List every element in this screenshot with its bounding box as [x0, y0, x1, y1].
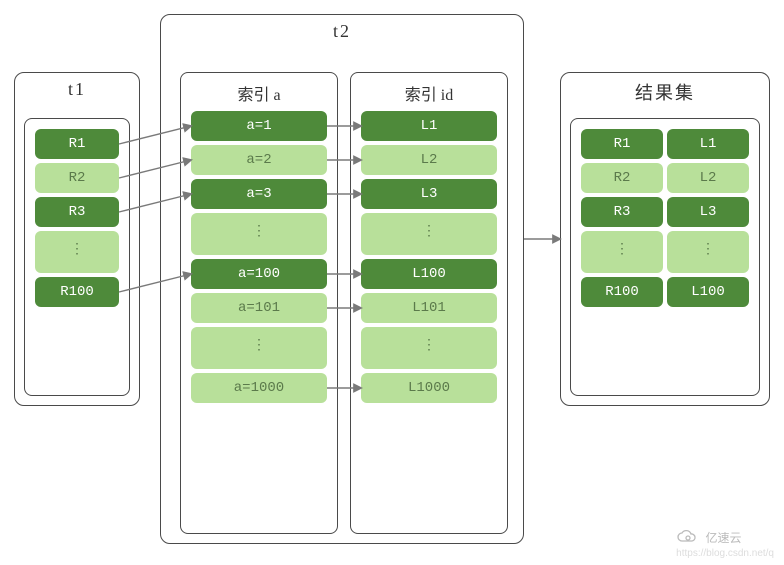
cell: a=1 — [191, 111, 327, 141]
result-cell-left: R100 — [581, 277, 663, 307]
cell: L3 — [361, 179, 497, 209]
cell: a=100 — [191, 259, 327, 289]
cell: R1 — [35, 129, 119, 159]
column-a-title: 索引 a — [181, 81, 337, 105]
result-cell-right: L2 — [667, 163, 749, 193]
cell: ⋮ — [361, 327, 497, 369]
cell: R100 — [35, 277, 119, 307]
result-cell-right: L3 — [667, 197, 749, 227]
cell: ⋮ — [191, 213, 327, 255]
cloud-icon — [676, 529, 700, 548]
cell: a=101 — [191, 293, 327, 323]
result-cell-left: R3 — [581, 197, 663, 227]
watermark-sub: https://blog.csdn.net/q — [676, 548, 774, 559]
column-t1: R1 R2 R3 ⋮ R100 — [24, 118, 130, 396]
result-row: R1L1 — [581, 129, 749, 159]
cell: L1000 — [361, 373, 497, 403]
result-cell-left: R2 — [581, 163, 663, 193]
column-result: R1L1R2L2R3L3⋮⋮R100L100 — [570, 118, 760, 396]
cell: L2 — [361, 145, 497, 175]
panel-result-title: 结果集 — [561, 79, 769, 105]
result-row: R100L100 — [581, 277, 749, 307]
column-id-title: 索引 id — [351, 81, 507, 105]
cell: a=2 — [191, 145, 327, 175]
watermark-text: 亿速云 — [706, 531, 742, 545]
cell: L100 — [361, 259, 497, 289]
result-row: R3L3 — [581, 197, 749, 227]
watermark: 亿速云 https://blog.csdn.net/q — [676, 529, 774, 559]
result-cell-left: R1 — [581, 129, 663, 159]
result-row: ⋮⋮ — [581, 231, 749, 273]
result-cell-left: ⋮ — [581, 231, 663, 273]
cell: R3 — [35, 197, 119, 227]
column-index-id: 索引 id L1 L2 L3 ⋮ L100 L101 ⋮ L1000 — [350, 72, 508, 534]
panel-t2-title: t2 — [161, 21, 523, 42]
cell: ⋮ — [191, 327, 327, 369]
cell: L1 — [361, 111, 497, 141]
result-cell-right: ⋮ — [667, 231, 749, 273]
cell: L101 — [361, 293, 497, 323]
result-cell-right: L1 — [667, 129, 749, 159]
cell: a=3 — [191, 179, 327, 209]
cell: R2 — [35, 163, 119, 193]
result-row: R2L2 — [581, 163, 749, 193]
column-index-a: 索引 a a=1 a=2 a=3 ⋮ a=100 a=101 ⋮ a=1000 — [180, 72, 338, 534]
panel-t1-title: t1 — [15, 79, 139, 100]
cell: ⋮ — [361, 213, 497, 255]
cell: ⋮ — [35, 231, 119, 273]
result-cell-right: L100 — [667, 277, 749, 307]
cell: a=1000 — [191, 373, 327, 403]
